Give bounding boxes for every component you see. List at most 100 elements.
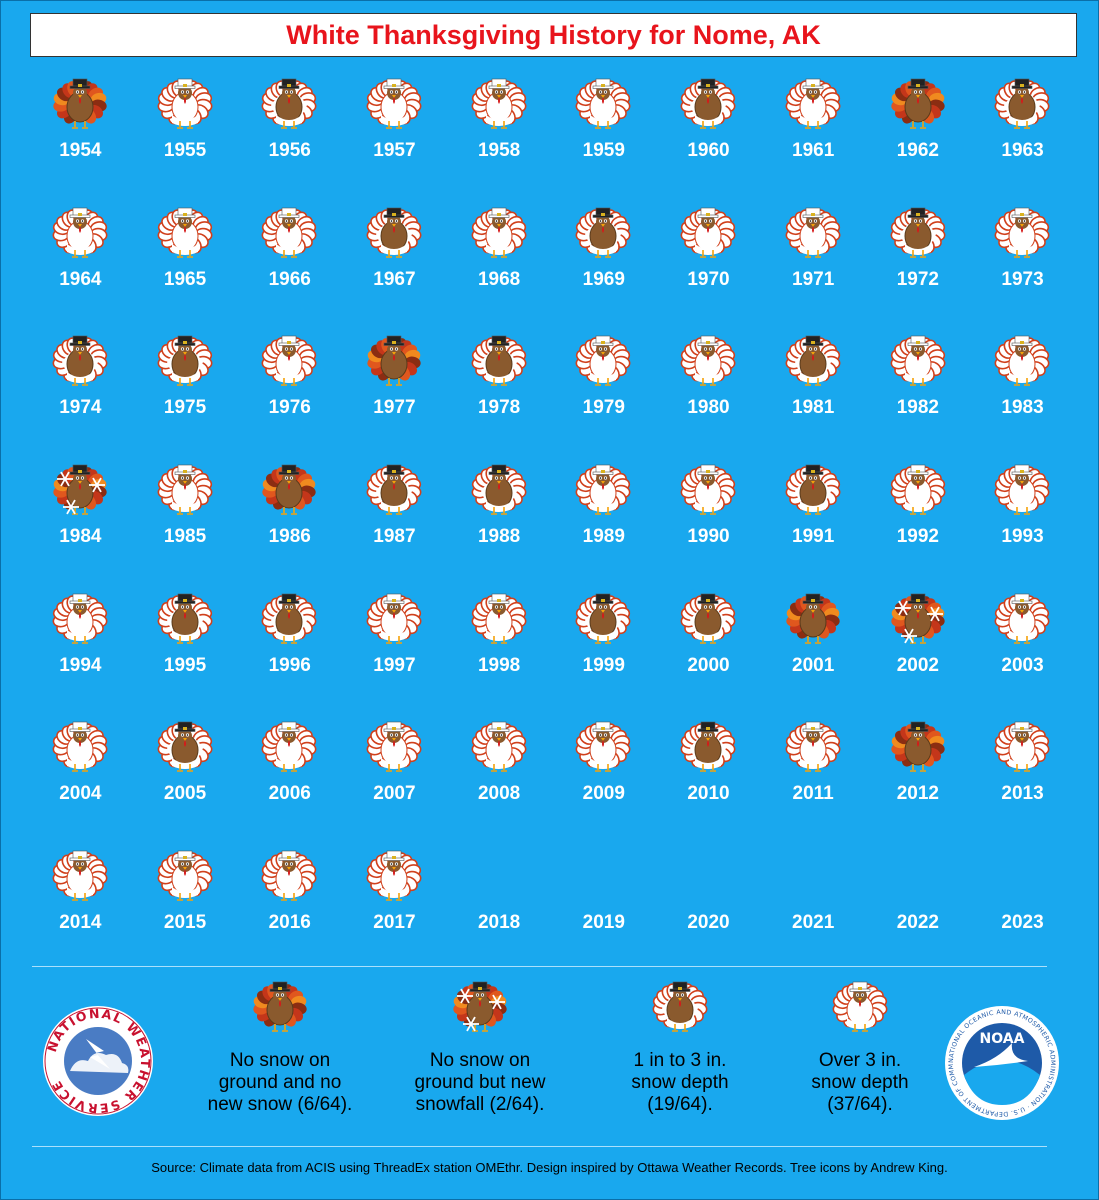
year-cell: 1989 [551, 456, 656, 585]
turkey-icon [157, 593, 213, 644]
turkey-icon [890, 207, 945, 258]
turkey-icon [680, 207, 736, 258]
year-label: 1968 [477, 268, 521, 290]
year-label: 2011 [792, 783, 834, 805]
legend-turkey-icon [253, 981, 307, 1032]
year-cell: 1956 [237, 70, 342, 199]
source-note: Source: Climate data from ACIS using Thr… [151, 1160, 948, 1175]
year-label: 1981 [792, 397, 835, 419]
year-label: 1958 [477, 140, 521, 161]
year-label: 2007 [373, 783, 416, 805]
turkey-icon [680, 464, 736, 515]
year-label: 1959 [582, 140, 625, 161]
year-cell: 1961 [761, 70, 866, 199]
turkey-icon [575, 464, 631, 515]
year-cell: 2012 [866, 713, 971, 842]
year-cell: 2008 [447, 713, 552, 842]
year-label: 1956 [268, 140, 311, 161]
year-label: 1965 [163, 268, 207, 290]
turkey-icon [785, 336, 841, 387]
turkey-icon [157, 722, 213, 773]
year-label: 2015 [163, 912, 207, 934]
turkey-icon [53, 78, 107, 129]
year-label: 1988 [477, 526, 521, 548]
legend-turkey-icon [652, 981, 708, 1032]
turkey-icon [890, 336, 945, 387]
turkey-icon [366, 464, 422, 515]
year-label: 1993 [1001, 526, 1044, 548]
turkey-icon [366, 207, 422, 258]
year-label: 2012 [896, 783, 939, 805]
year-cell: 1982 [866, 327, 971, 456]
year-label: 1967 [373, 268, 416, 290]
year-label: 2021 [792, 912, 835, 934]
turkey-icon [890, 722, 945, 773]
turkey-icon [680, 593, 736, 644]
year-cell: 1965 [133, 199, 238, 328]
turkey-icon [471, 336, 527, 387]
year-label: 1969 [582, 268, 625, 290]
turkey-icon [261, 722, 317, 773]
year-label: 2005 [163, 783, 207, 805]
turkey-icon [575, 207, 631, 258]
year-label: 1954 [59, 140, 102, 161]
noaa-logo: NOAA NATIONAL OCEANIC AND ATMOSPHERIC AD… [942, 1000, 1060, 1126]
year-cell: 1955 [133, 70, 238, 199]
year-cell: 1963 [970, 70, 1075, 199]
legend-item: No snow on ground and no new snow (6/64)… [180, 978, 380, 1116]
year-label: 2016 [268, 912, 311, 934]
year-cell: 1997 [342, 585, 447, 714]
turkey-icon [785, 78, 841, 129]
year-label: 2004 [59, 783, 102, 805]
year-label: 2017 [373, 912, 416, 934]
year-label: 2010 [687, 783, 730, 805]
year-cell: 1966 [237, 199, 342, 328]
year-grid: 1954 1955 1956 1957 1958 1959 1960 1961 1962 1963… [28, 70, 1075, 971]
year-cell: 2007 [342, 713, 447, 842]
year-cell: 2000 [656, 585, 761, 714]
turkey-icon [471, 722, 527, 773]
year-label: 1992 [896, 526, 939, 548]
year-cell: 1974 [28, 327, 133, 456]
year-cell: 1996 [237, 585, 342, 714]
year-cell: 2022 [866, 842, 971, 971]
year-cell: 1994 [28, 585, 133, 714]
year-label: 1984 [59, 526, 102, 548]
turkey-icon [785, 722, 841, 773]
year-cell: 1977 [342, 327, 447, 456]
year-cell: 1992 [866, 456, 971, 585]
year-label: 2014 [59, 912, 102, 934]
year-label: 1997 [373, 654, 416, 676]
turkey-icon [994, 207, 1050, 258]
turkey-icon [261, 336, 317, 387]
year-label: 1998 [477, 654, 521, 676]
year-cell: 2018 [447, 842, 552, 971]
year-label: 2000 [687, 654, 730, 676]
year-cell: 1968 [447, 199, 552, 328]
legend-label: 1 in to 3 in. snow depth (19/64). [631, 1050, 729, 1115]
year-label: 1989 [582, 526, 625, 548]
turkey-icon [575, 78, 631, 129]
year-label: 1976 [268, 397, 311, 419]
year-cell: 1986 [237, 456, 342, 585]
year-cell: 1984 [28, 456, 133, 585]
year-cell: 2013 [970, 713, 1075, 842]
year-label: 2002 [896, 654, 939, 676]
year-cell: 1967 [342, 199, 447, 328]
turkey-icon [52, 850, 108, 901]
year-cell: 1960 [656, 70, 761, 199]
page-title: White Thanksgiving History for Nome, AK [286, 19, 821, 50]
turkey-icon [52, 593, 108, 644]
year-label: 2018 [477, 912, 521, 934]
year-label: 1973 [1001, 268, 1044, 290]
year-cell: 2004 [28, 713, 133, 842]
year-cell: 1971 [761, 199, 866, 328]
year-label: 1974 [59, 397, 102, 419]
year-label: 1979 [582, 397, 625, 419]
turkey-icon [53, 464, 107, 515]
year-cell: 1978 [447, 327, 552, 456]
turkey-icon [366, 78, 422, 129]
turkey-icon [890, 464, 945, 515]
year-label: 1964 [59, 268, 102, 290]
year-cell: 2015 [133, 842, 238, 971]
